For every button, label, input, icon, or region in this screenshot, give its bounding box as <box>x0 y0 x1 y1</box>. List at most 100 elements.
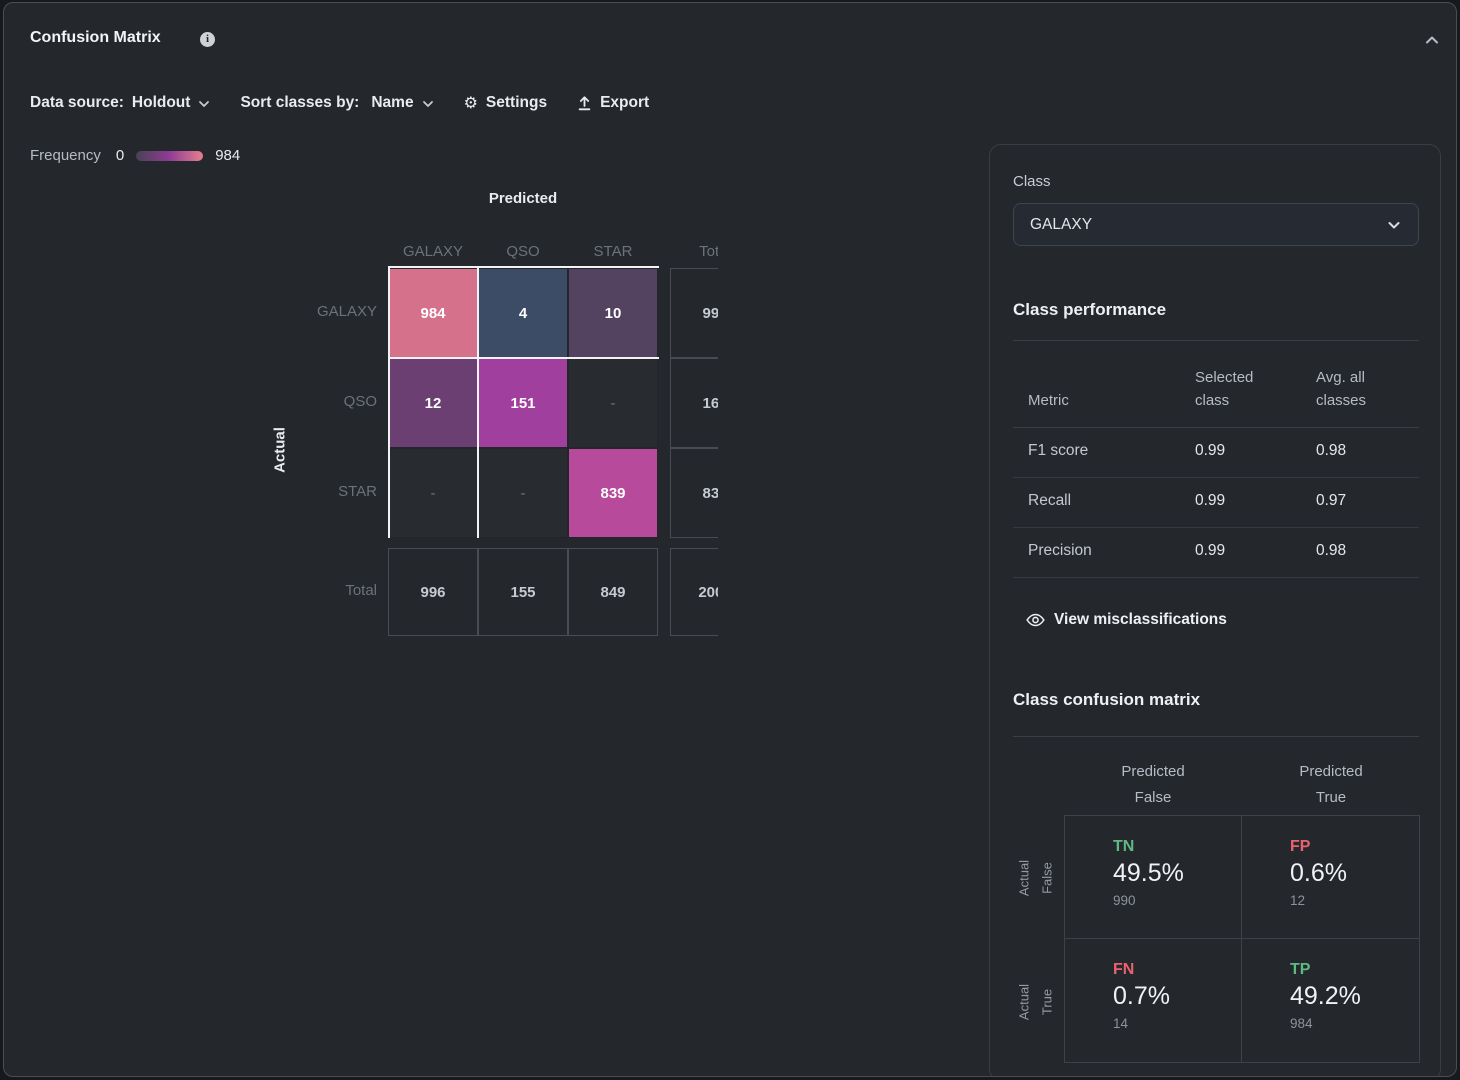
class-select[interactable]: GALAXY <box>1013 203 1419 246</box>
frequency-min: 0 <box>115 147 125 164</box>
table-header-avg-all-classes: Avg. all classes <box>1316 369 1367 409</box>
data-source-dropdown[interactable]: Data source: Holdout <box>30 94 210 112</box>
selected-class-value: 0.99 <box>1195 442 1226 459</box>
avg-all-classes-value: 0.98 <box>1316 442 1347 459</box>
table-header-metric: Metric <box>1028 392 1069 409</box>
cm-row-label-actual: Actual <box>1016 859 1032 897</box>
class-select-value: GALAXY <box>1030 215 1093 233</box>
selected-col-highlight-left <box>388 266 390 538</box>
data-source-label: Data source: <box>30 94 124 111</box>
row-total-galaxy: 998 <box>670 268 718 358</box>
col-header-galaxy: GALAXY <box>402 243 464 260</box>
metric-name: Precision <box>1028 542 1092 559</box>
row-total-qso: 163 <box>670 358 718 448</box>
matrix-cell-galaxy-star[interactable]: 10 <box>568 268 658 358</box>
frequency-gradient-bar <box>136 150 204 161</box>
view-misclassifications-label: View misclassifications <box>1054 611 1227 628</box>
col-header-star: STAR <box>593 243 633 260</box>
cm-cell-tp[interactable]: TP 49.2% 984 <box>1242 939 1419 1062</box>
selected-row-highlight-bottom <box>388 357 659 359</box>
col-header-total: Total <box>699 243 718 260</box>
class-performance-title: Class performance <box>1013 300 1167 319</box>
col-total-galaxy: 996 <box>388 548 478 636</box>
info-icon[interactable] <box>200 32 215 47</box>
view-misclassifications-link[interactable]: View misclassifications <box>1026 611 1227 629</box>
tp-percent: 49.2% <box>1290 982 1361 1010</box>
cm-row-label-true: True <box>1039 988 1055 1016</box>
collapse-panel-button[interactable] <box>1422 30 1442 50</box>
fn-count: 14 <box>1113 1016 1129 1031</box>
matrix-cell-star-star[interactable]: 839 <box>568 448 658 538</box>
row-label-star: STAR <box>338 483 377 500</box>
matrix-cell-star-galaxy[interactable]: - <box>388 448 478 538</box>
matrix-cell-qso-star[interactable]: - <box>568 358 658 448</box>
class-confusion-matrix-grid: TN 49.5% 990 FP 0.6% 12 FN 0.7% 14 TP 49… <box>1064 815 1420 1063</box>
export-icon <box>578 96 591 111</box>
gear-icon: ⚙ <box>463 93 478 112</box>
cm-cell-tn[interactable]: TN 49.5% 990 <box>1065 816 1242 939</box>
table-row-recall: Recall 0.99 0.97 <box>1013 478 1419 528</box>
row-label-galaxy: GALAXY <box>316 303 377 320</box>
sort-classes-dropdown[interactable]: Sort classes by: Name <box>240 94 433 112</box>
settings-label: Settings <box>485 94 548 111</box>
matrix-cell-qso-galaxy[interactable]: 12 <box>388 358 478 448</box>
tn-label: TN <box>1113 838 1135 855</box>
avg-all-classes-value: 0.97 <box>1316 492 1347 509</box>
col-header-qso: QSO <box>506 243 540 260</box>
class-select-label: Class <box>1013 173 1051 190</box>
data-source-value: Holdout <box>131 94 191 111</box>
fn-percent: 0.7% <box>1113 982 1170 1010</box>
selected-row-highlight-top <box>388 266 659 268</box>
fp-label: FP <box>1290 838 1311 855</box>
divider <box>1013 427 1419 428</box>
table-header-selected-class: Selected class <box>1195 369 1254 409</box>
frequency-max: 984 <box>215 147 241 164</box>
class-details-panel: Class GALAXY Class performance Metric Se… <box>989 144 1441 1076</box>
row-label-total: Total <box>345 582 377 599</box>
export-label: Export <box>600 94 650 111</box>
fn-label: FN <box>1113 961 1135 978</box>
avg-all-classes-value: 0.98 <box>1316 542 1347 559</box>
chevron-down-icon <box>1388 221 1400 228</box>
matrix-cell-galaxy-qso[interactable]: 4 <box>478 268 568 358</box>
cm-col-header-predicted-false: Predicted False <box>1121 763 1185 806</box>
table-row-f1-score: F1 score 0.99 0.98 <box>1013 428 1419 478</box>
frequency-legend: Frequency 0 984 <box>30 147 240 164</box>
confusion-matrix-card: Confusion Matrix Data source: Holdout So… <box>3 2 1457 1077</box>
cm-row-label-actual: Actual <box>1016 983 1032 1021</box>
matrix-cell-qso-qso[interactable]: 151 <box>478 358 568 448</box>
col-total-star: 849 <box>568 548 658 636</box>
cm-row-label-false: False <box>1039 862 1055 894</box>
export-button[interactable]: Export <box>577 94 649 112</box>
predicted-axis-label: Predicted <box>488 190 558 207</box>
divider <box>1013 340 1419 341</box>
tp-label: TP <box>1290 961 1311 978</box>
tn-count: 990 <box>1113 893 1136 908</box>
toolbar: Data source: Holdout Sort classes by: Na… <box>30 94 649 112</box>
eye-icon <box>1026 613 1045 627</box>
cm-cell-fn[interactable]: FN 0.7% 14 <box>1065 939 1242 1062</box>
grand-total: 2000 <box>670 548 718 636</box>
metric-name: F1 score <box>1028 442 1089 459</box>
fp-percent: 0.6% <box>1290 859 1347 887</box>
settings-button[interactable]: ⚙ Settings <box>464 94 548 112</box>
frequency-label: Frequency <box>30 147 101 164</box>
table-row-precision: Precision 0.99 0.98 <box>1013 528 1419 578</box>
tn-percent: 49.5% <box>1113 859 1184 887</box>
selected-class-value: 0.99 <box>1195 542 1226 559</box>
sort-classes-label: Sort classes by: <box>240 94 360 111</box>
chevron-down-icon <box>199 101 210 107</box>
matrix-scroll-area[interactable]: GALAXY QSO STAR Total 984 4 10 12 151 - … <box>388 241 718 637</box>
class-confusion-matrix-title: Class confusion matrix <box>1013 690 1201 709</box>
selected-col-highlight-right <box>477 266 479 538</box>
matrix-cell-galaxy-galaxy[interactable]: 984 <box>388 268 478 358</box>
col-total-qso: 155 <box>478 548 568 636</box>
fp-count: 12 <box>1290 893 1306 908</box>
row-label-qso: QSO <box>343 393 377 410</box>
cm-cell-fp[interactable]: FP 0.6% 12 <box>1242 816 1419 939</box>
matrix-cell-star-qso[interactable]: - <box>478 448 568 538</box>
actual-axis-label: Actual <box>271 427 289 473</box>
metric-name: Recall <box>1028 492 1072 509</box>
cm-col-header-predicted-true: Predicted True <box>1299 763 1363 806</box>
row-total-star: 839 <box>670 448 718 538</box>
